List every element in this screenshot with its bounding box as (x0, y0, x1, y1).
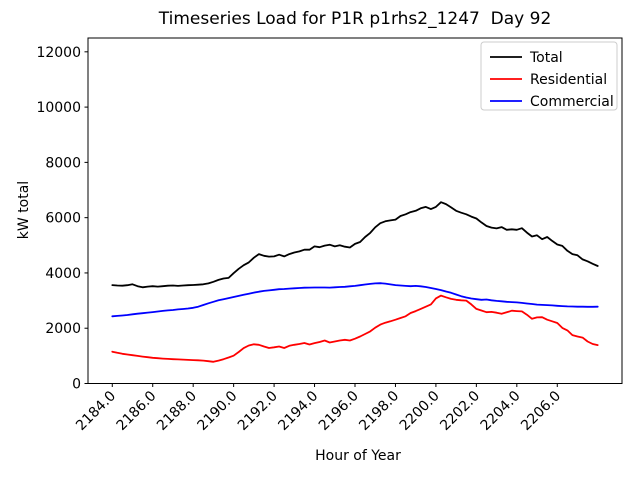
x-tick-label: 2196.0 (316, 388, 362, 434)
legend-label-commercial: Commercial (530, 94, 614, 110)
chart-title: Timeseries Load for P1R p1rhs2_1247 Day … (158, 9, 552, 29)
y-tick-label: 4000 (45, 266, 81, 282)
series-group (111, 201, 599, 363)
legend: Total Residential Commercial (480, 41, 618, 111)
x-tick-label: 2194.0 (275, 388, 321, 434)
x-axis-label: Hour of Year (315, 448, 401, 464)
x-tick-label: 2186.0 (114, 388, 160, 434)
y-tick-label: 10000 (36, 100, 81, 116)
x-tick-label: 2200.0 (397, 388, 443, 434)
x-tick-label: 2192.0 (235, 388, 281, 434)
y-axis: 0 2000 4000 6000 8000 10000 12000 (36, 45, 88, 393)
series-line-residential (111, 294, 599, 363)
x-tick-label: 2198.0 (356, 388, 402, 434)
y-tick-label: 6000 (45, 211, 81, 227)
legend-frame (480, 41, 618, 111)
x-tick-label: 2202.0 (437, 388, 483, 434)
x-axis: 2184.02186.02188.02190.02192.02194.02196… (73, 383, 564, 434)
legend-label-total: Total (529, 50, 563, 66)
x-tick-label: 2188.0 (154, 388, 200, 434)
y-tick-label: 12000 (36, 45, 81, 61)
x-tick-label: 2190.0 (195, 388, 241, 434)
legend-label-residential: Residential (530, 72, 607, 88)
x-tick-label: 2204.0 (478, 388, 524, 434)
x-tick-label: 2184.0 (73, 388, 119, 434)
y-tick-label: 8000 (45, 155, 81, 171)
series-line-commercial (111, 282, 599, 318)
y-tick-label: 2000 (45, 321, 81, 337)
x-tick-label: 2206.0 (518, 388, 564, 434)
series-line-total (111, 201, 599, 289)
y-tick-label: 0 (72, 377, 81, 393)
